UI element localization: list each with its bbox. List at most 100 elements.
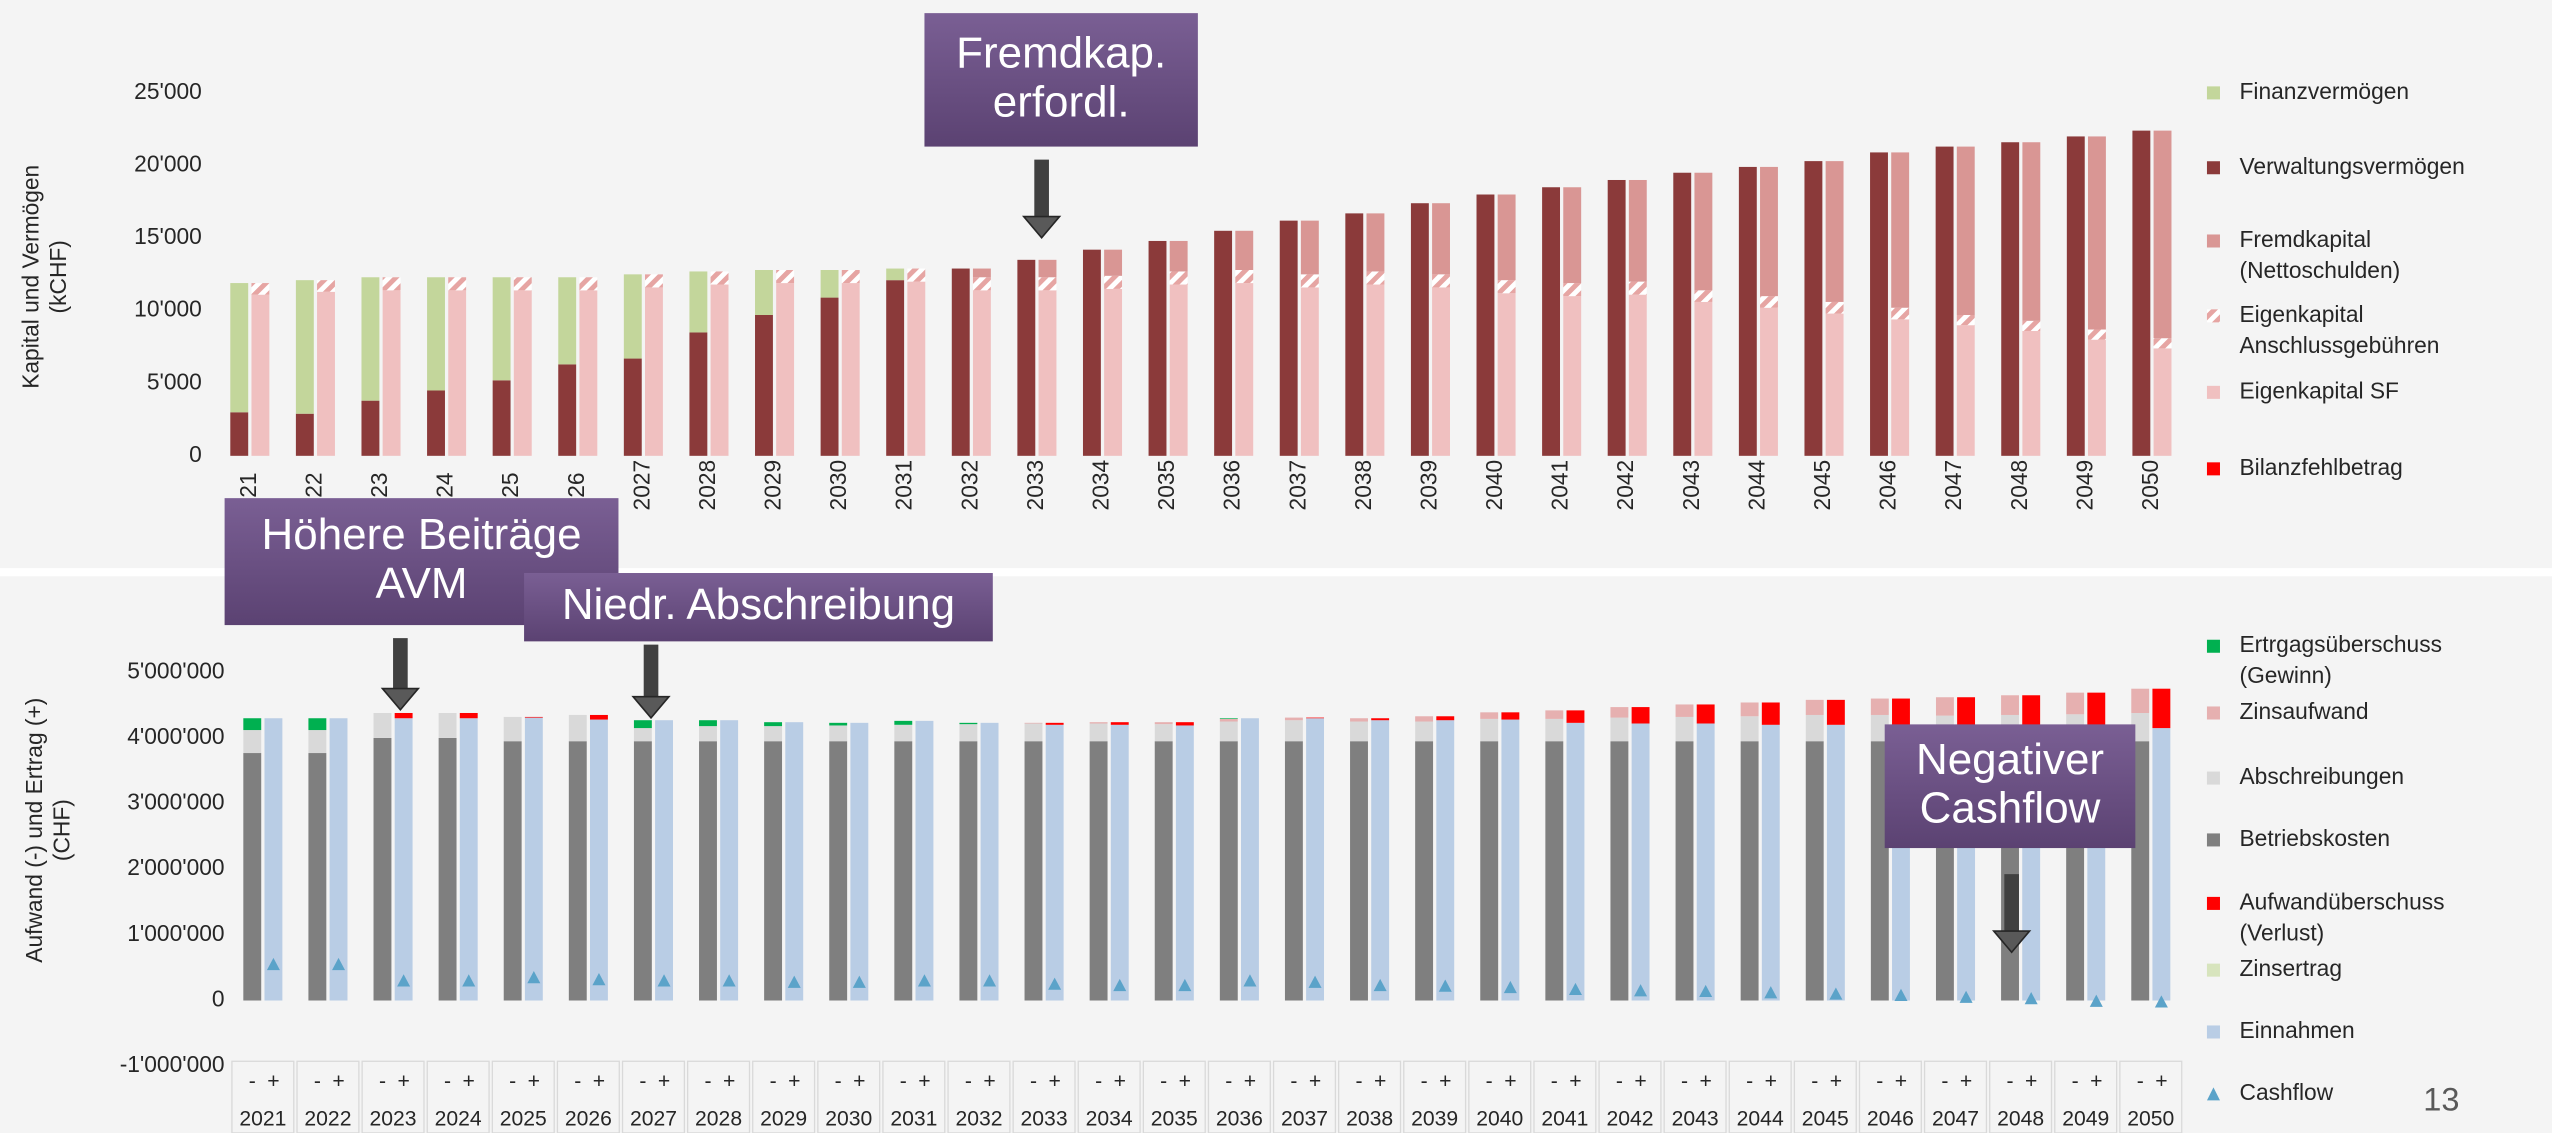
bar-segment [1235,269,1254,284]
group-label: + [1179,1070,1191,1093]
bar-segment [1675,716,1694,742]
annotation-arrow-head [1991,930,2032,954]
bar-segment [1545,710,1564,719]
bar-segment [579,277,598,291]
group-label: + [463,1070,475,1093]
x-tick-label: 2032 [955,1107,1002,1130]
bar-segment [1169,284,1188,456]
bar-segment [589,719,608,1001]
y-tick-label: 0 [189,441,202,467]
x-tick-label: 2050 [2127,1107,2174,1130]
group-label: - [249,1070,256,1093]
bar-segment [2153,130,2172,339]
bar-segment [329,718,348,1001]
x-tick-label: 2034 [1088,460,1114,511]
bar-segment [361,400,380,456]
legend-marker [2206,161,2220,175]
bar-segment [623,358,642,456]
bar-segment [2132,130,2151,456]
group-label: + [918,1070,930,1093]
bar-segment [1628,294,1647,456]
group-label: - [574,1070,581,1093]
annotation-arrow-head [1021,215,1062,239]
legend-label: Eigenkapital SF [2240,377,2399,403]
x-tick-label: 2043 [1672,1107,1719,1130]
group-label: - [1876,1070,1883,1093]
bar-segment [438,712,457,738]
group-label: - [704,1070,711,1093]
y-axis-label: Aufwand (-) und Ertrag (+) (CHF) [21,698,75,963]
x-tick-label: 2042 [1612,460,1638,511]
bar-segment [1825,313,1844,456]
bar-segment [764,722,783,727]
group-label: + [723,1070,735,1093]
x-tick-label: 2030 [825,1107,872,1130]
bar-segment [980,722,999,1001]
bar-segment [1804,161,1823,456]
x-tick-label: 21 [235,472,261,497]
group-label: - [1811,1070,1818,1093]
group-label: - [1486,1070,1493,1093]
group-label: - [900,1070,907,1093]
y-tick-label: -1'000'000 [120,1051,225,1077]
cashflow-marker [592,972,606,986]
group-label: + [528,1070,540,1093]
bar-segment [503,741,522,1001]
y-tick-label: 0 [212,986,225,1012]
bar-segment [699,726,717,742]
group-label: + [1439,1070,1451,1093]
legend-label: Einnahmen [2240,1017,2355,1043]
bar-segment [1436,720,1455,1001]
bar-segment [699,741,717,1001]
bar-segment [1104,288,1123,456]
bar-segment [1284,741,1303,1001]
bar-segment [1956,146,1975,316]
bar-segment [1892,698,1910,725]
legend-marker [2206,896,2220,910]
group-label: + [332,1070,344,1093]
x-tick-label: 2039 [1411,1107,1458,1130]
bar-segment [1436,716,1455,721]
bar-segment [710,271,729,285]
cashflow-marker [1243,974,1257,987]
x-tick-label: 2040 [1481,460,1507,511]
bar-segment [1545,741,1564,1001]
bar-segment [959,741,978,1001]
legend-marker [2206,1025,2220,1039]
bar-segment [1045,722,1064,725]
bar-segment [655,720,673,1001]
bar-segment [2066,136,2085,456]
y-tick-label: 10'000 [134,296,202,322]
group-label: + [2025,1070,2037,1093]
bar-segment [1563,283,1582,297]
bar-segment [1038,277,1057,291]
bar-segment [524,717,543,1001]
bar-segment [459,718,478,1001]
x-tick-label: 2026 [565,1107,612,1130]
bar-segment [1825,301,1844,314]
legend-label: Verwaltungsvermögen [2240,153,2465,179]
bar-segment [1017,259,1036,456]
y-tick-label: 1'000'000 [127,920,224,946]
bar-segment [1761,702,1780,725]
bar-segment [568,741,587,1001]
bar-segment [1497,194,1516,281]
x-tick-label: 2038 [1350,460,1376,511]
legend-label: Betriebskosten [2240,825,2391,851]
bar-segment [243,730,262,754]
bar-segment [1480,741,1499,1001]
cashflow-marker [332,957,346,971]
group-label: - [1355,1070,1362,1093]
x-tick-label: 2023 [370,1107,417,1130]
bar-segment [1610,707,1629,718]
bar-segment [1740,716,1759,742]
cashflow-marker [983,974,997,987]
group-label: - [1681,1070,1688,1093]
bar-segment [492,277,511,381]
cashflow-marker [1438,979,1452,992]
group-label: - [1225,1070,1232,1093]
bar-segment [1607,179,1626,456]
bar-segment [589,714,608,720]
bar-segment [295,280,314,414]
cashflow-marker [397,974,411,987]
